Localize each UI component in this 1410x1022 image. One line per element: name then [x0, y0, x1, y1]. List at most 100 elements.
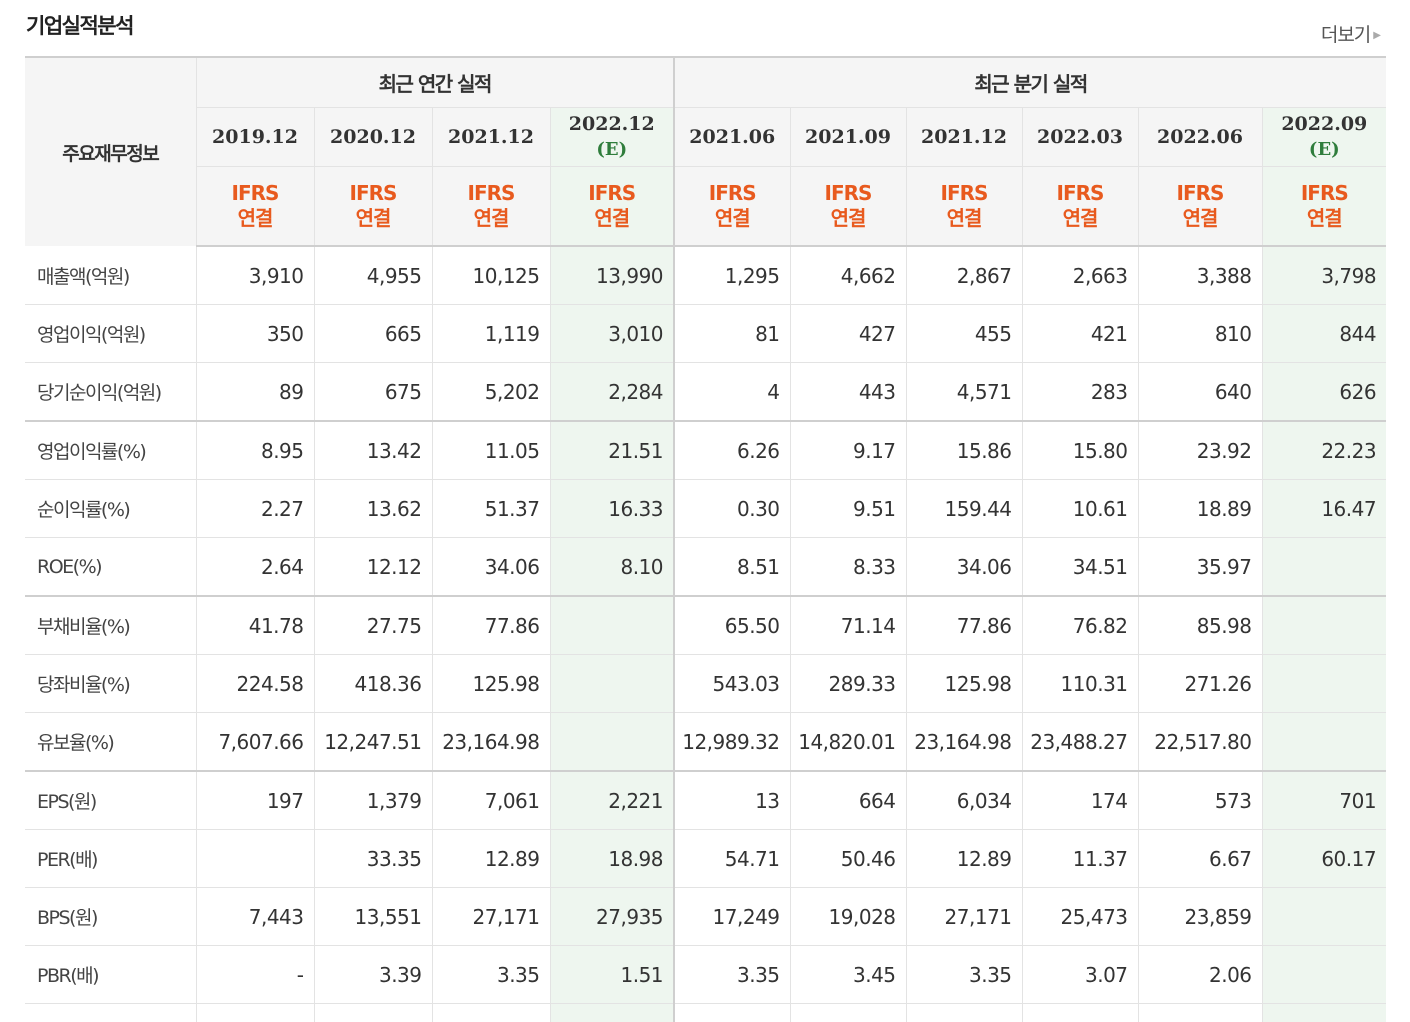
value-cell: 13,990	[550, 246, 674, 305]
value-cell: 71.14	[790, 596, 906, 655]
value-cell: 34.06	[906, 538, 1022, 597]
consolidation-label: 연결	[315, 206, 432, 231]
value-cell: 350	[196, 305, 314, 363]
ifrs-label: IFRS	[675, 181, 790, 206]
value-cell: 60.17	[1262, 830, 1386, 888]
period-header: 2019.12	[196, 108, 314, 167]
value-cell: 14,820.01	[790, 713, 906, 772]
value-cell: 22.23	[1262, 421, 1386, 480]
consolidation-label: 연결	[675, 206, 790, 231]
value-cell: 54.71	[674, 830, 790, 888]
consolidation-label: 연결	[791, 206, 906, 231]
value-cell: 21.51	[550, 421, 674, 480]
value-cell	[196, 830, 314, 888]
value-cell: 626	[1262, 363, 1386, 422]
value-cell: 2,867	[906, 246, 1022, 305]
value-cell: 41.78	[196, 596, 314, 655]
value-cell: 6,034	[906, 771, 1022, 830]
topic-header: 주요재무정보	[25, 57, 196, 246]
annual-header: 최근 연간 실적	[196, 57, 674, 108]
value-cell: 640	[1138, 363, 1262, 422]
value-cell: 13.42	[314, 421, 432, 480]
value-cell: 6.67	[1138, 830, 1262, 888]
value-cell: 2,663	[1022, 246, 1138, 305]
continuation-cell	[196, 1004, 314, 1022]
consolidation-label: 연결	[433, 206, 550, 231]
value-cell: 2.27	[196, 480, 314, 538]
value-cell: 427	[790, 305, 906, 363]
section-title: 기업실적분석	[26, 10, 133, 40]
row-label: ROE(%)	[25, 538, 196, 597]
value-cell: 23.92	[1138, 421, 1262, 480]
period-header: 2021.09	[790, 108, 906, 167]
continuation-cell	[550, 1004, 674, 1022]
consolidation-label: 연결	[551, 206, 674, 231]
value-cell: 1.51	[550, 946, 674, 1004]
continuation-cell	[314, 1004, 432, 1022]
ifrs-label: IFRS	[907, 181, 1022, 206]
value-cell: 8.33	[790, 538, 906, 597]
value-cell: 12,247.51	[314, 713, 432, 772]
period-header: 2022.12(E)	[550, 108, 674, 167]
continuation-cell	[1262, 1004, 1386, 1022]
value-cell: 18.98	[550, 830, 674, 888]
period-header: 2021.06	[674, 108, 790, 167]
value-cell: 1,379	[314, 771, 432, 830]
value-cell: 15.86	[906, 421, 1022, 480]
value-cell: 3.35	[432, 946, 550, 1004]
value-cell: 11.37	[1022, 830, 1138, 888]
value-cell: 7,443	[196, 888, 314, 946]
value-cell: 23,859	[1138, 888, 1262, 946]
estimate-marker: (E)	[551, 137, 674, 162]
value-cell: 3,910	[196, 246, 314, 305]
value-cell: 1,119	[432, 305, 550, 363]
value-cell: 27,171	[432, 888, 550, 946]
period-header: 2022.06	[1138, 108, 1262, 167]
value-cell: 289.33	[790, 655, 906, 713]
value-cell: 10,125	[432, 246, 550, 305]
value-cell: 174	[1022, 771, 1138, 830]
value-cell: 4	[674, 363, 790, 422]
value-cell	[1262, 713, 1386, 772]
period-date: 2022.09	[1281, 113, 1367, 135]
row-label: BPS(원)	[25, 888, 196, 946]
continuation-cell	[1022, 1004, 1138, 1022]
value-cell: 9.17	[790, 421, 906, 480]
value-cell: 16.47	[1262, 480, 1386, 538]
period-date: 2021.12	[448, 126, 534, 148]
more-link[interactable]: 더보기▶	[1321, 20, 1380, 47]
value-cell: 0.30	[674, 480, 790, 538]
row-label: 영업이익(억원)	[25, 305, 196, 363]
continuation-cell	[25, 1004, 196, 1022]
value-cell: 4,955	[314, 246, 432, 305]
value-cell: 3.45	[790, 946, 906, 1004]
value-cell: 13.62	[314, 480, 432, 538]
row-label: 영업이익률(%)	[25, 421, 196, 480]
value-cell: 25,473	[1022, 888, 1138, 946]
value-cell: 9.51	[790, 480, 906, 538]
value-cell: 844	[1262, 305, 1386, 363]
value-cell: 3.35	[906, 946, 1022, 1004]
more-link-label: 더보기	[1321, 24, 1370, 46]
value-cell: 12.12	[314, 538, 432, 597]
value-cell: 16.33	[550, 480, 674, 538]
value-cell: 675	[314, 363, 432, 422]
value-cell: 701	[1262, 771, 1386, 830]
value-cell: 4,571	[906, 363, 1022, 422]
value-cell: 4,662	[790, 246, 906, 305]
